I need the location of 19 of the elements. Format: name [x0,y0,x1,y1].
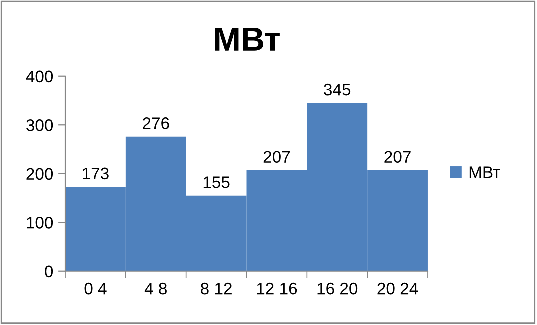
data-label: 207 [264,151,290,163]
legend-label: МВт [470,166,500,178]
data-label: 173 [83,168,109,180]
y-tick-label: 0 [45,266,54,278]
x-tick-label: 8 12 [201,282,232,295]
data-label: 155 [204,176,230,188]
data-label: 207 [384,151,411,163]
x-tick-label: 20 24 [378,282,418,295]
x-tick-label: 16 20 [318,282,358,295]
y-tick-label: 400 [26,70,54,83]
x-tick-label: 12 16 [257,282,298,295]
x-tick-label: 4 8 [144,282,167,295]
y-tick-label: 100 [27,217,54,229]
data-label: 345 [324,84,351,96]
chart-title: МВт [215,28,280,51]
data-label: 276 [143,118,170,130]
y-tick-label: 200 [26,168,54,180]
x-tick-label: 0 4 [84,282,107,295]
y-tick-label: 300 [26,120,54,132]
